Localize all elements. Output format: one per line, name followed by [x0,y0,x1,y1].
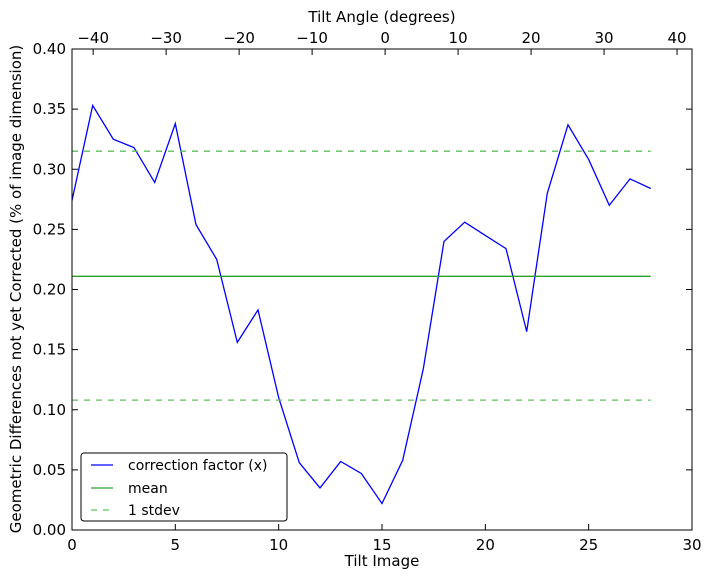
y-tick-label: 0.35 [33,100,66,118]
legend-label-stdev: 1 stdev [128,503,180,519]
x-tick-label: 20 [476,536,495,554]
x-tick-label: 0 [67,536,77,554]
top-x-tick-label: −20 [223,29,255,47]
top-x-tick-label: 30 [595,29,614,47]
y-tick-label: 0.05 [33,461,66,479]
y-tick-label: 0.00 [33,521,66,539]
series-line-0 [72,106,651,504]
y-tick-label: 0.20 [33,281,66,299]
top-x-tick-label: 40 [667,29,686,47]
x-axis-label: Tilt Image [344,552,420,570]
plot-marks [72,105,651,503]
x-tick-label: 25 [579,536,598,554]
y-tick-label: 0.40 [33,40,66,58]
x-tick-label: 10 [269,536,288,554]
legend-label-mean: mean [128,481,168,497]
top-x-tick-label: −10 [296,29,328,47]
x-tick-label: 5 [171,536,181,554]
y-tick-label: 0.30 [33,160,66,178]
y-tick-label: 0.10 [33,401,66,419]
top-x-tick-label: 0 [380,29,390,47]
top-x-tick-label: 20 [522,29,541,47]
legend: correction factor (x) mean 1 stdev [81,453,287,521]
y-tick-label: 0.15 [33,341,66,359]
top-x-tick-label: −30 [150,29,182,47]
y-tick-label: 0.25 [33,220,66,238]
top-axis-label: Tilt Angle (degrees) [307,8,455,26]
x-tick-label: 30 [682,536,701,554]
top-x-tick-label: −40 [77,29,109,47]
top-x-tick-label: 10 [449,29,468,47]
legend-label-correction: correction factor (x) [128,458,267,474]
y-axis-label: Geometric Differences not yet Corrected … [7,45,25,534]
